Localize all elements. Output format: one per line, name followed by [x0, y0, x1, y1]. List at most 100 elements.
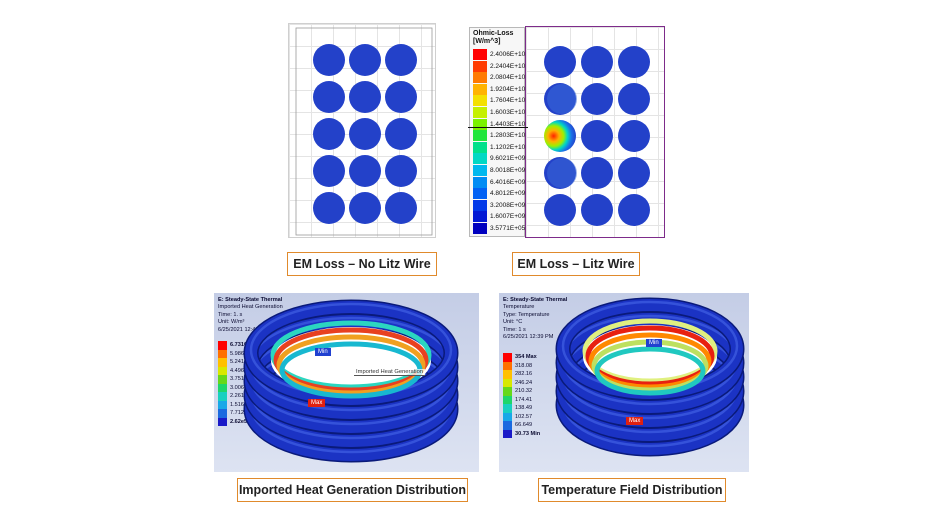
- conductor-circle: [618, 83, 650, 115]
- legend-entry: 7.7124e6: [218, 409, 266, 418]
- legend-entry: 66.649: [503, 421, 540, 430]
- conductor-circle: [581, 83, 613, 115]
- legend-value: 1.4403E+10: [490, 120, 526, 128]
- legend-entry: 318.08: [503, 361, 540, 370]
- legend-entry: 5.2415e7: [218, 358, 266, 367]
- legend-value: 2.0804E+10: [490, 74, 526, 82]
- legend-swatch: [503, 370, 512, 379]
- legend-swatch: [503, 412, 512, 421]
- conductor-circle: [349, 81, 381, 113]
- conductor-circle: [581, 157, 613, 189]
- temperature-caption: Temperature Field Distribution: [538, 478, 726, 502]
- temperature-header: E: Steady-State Thermal Temperature Type…: [503, 297, 567, 341]
- heat-gen-header: E: Steady-State Thermal Imported Heat Ge…: [218, 297, 283, 334]
- legend-swatch: [473, 130, 487, 142]
- temperature-coil: [555, 297, 745, 457]
- legend-entry: 3.5771E+05: [473, 223, 525, 234]
- inner-band: [594, 346, 706, 396]
- legend-value: 8.0018E+09: [490, 167, 526, 174]
- legend-entry: 2.4006E+10: [473, 49, 525, 60]
- conductor-circle: [349, 192, 381, 224]
- legend-swatch: [473, 141, 487, 153]
- legend-value: 2.62e5 Min: [230, 418, 259, 425]
- legend-value: 3.0064e7: [230, 384, 254, 391]
- legend-entry: 30.73 Min: [503, 429, 541, 438]
- em-no-litz-panel: [288, 23, 436, 238]
- legend-value: 1.6007E+09: [490, 213, 526, 221]
- inner-band: [588, 332, 712, 390]
- legend-value: 3.2008E+09: [490, 201, 526, 209]
- legend-value: 2.4006E+10: [490, 51, 526, 58]
- legend-entry: 8.0018E+09: [473, 165, 525, 176]
- conductor-circle: [385, 44, 417, 76]
- legend-swatch: [473, 49, 487, 60]
- legend-title-line2: [W/m^3]: [473, 38, 501, 45]
- conductor-circle: [618, 120, 650, 152]
- em-litz-plot-area: [525, 26, 665, 238]
- legend-value: 138.49: [515, 405, 533, 412]
- conductor-circle: [313, 44, 345, 76]
- conductor-circle: [313, 81, 345, 113]
- legend-value: 318.08: [515, 362, 533, 369]
- ohmic-loss-legend: Ohmic-Loss [W/m^3] 2.4006E+10 2.2404E+10 2…: [469, 27, 525, 237]
- legend-swatch: [218, 358, 227, 367]
- em-no-litz-caption: EM Loss – No Litz Wire: [287, 252, 437, 276]
- conductor-circle: [544, 194, 576, 226]
- legend-entry: 354 Max: [503, 353, 540, 362]
- legend-entry: 2.0804E+10: [473, 72, 526, 84]
- legend-value: 4.8012E+09: [490, 190, 526, 198]
- legend-entry: 3.2008E+09: [473, 199, 526, 211]
- legend-entry: 2.2613e7: [218, 392, 266, 401]
- em-no-litz-plot: [295, 27, 433, 236]
- legend-value: 282.16: [515, 371, 533, 378]
- warm-conductor-halo: [547, 158, 577, 188]
- legend-value: 5.2415e7: [230, 359, 254, 366]
- heat-gen-header-line4: Unit: W/m³: [218, 319, 245, 326]
- legend-swatch: [218, 341, 227, 350]
- legend-swatch: [473, 72, 487, 84]
- legend-swatch: [218, 392, 227, 401]
- heat-gen-overlay-label: Imported Heat Generation: [354, 369, 426, 376]
- temp-max-tag: Max: [626, 417, 644, 425]
- legend-swatch: [473, 83, 487, 95]
- legend-value: 7.7124e6: [230, 410, 254, 417]
- legend-value: 1.7604E+10: [490, 97, 526, 105]
- legend-swatch: [473, 188, 487, 200]
- heat-gen-legend: 6.7316e7 Max 5.9865e7 5.2415e7 4.4965e7 3.75…: [218, 341, 266, 426]
- legend-value: 1.6003E+10: [490, 109, 526, 116]
- legend-value: 174.41: [515, 396, 533, 403]
- legend-entry: 4.4965e7: [218, 366, 266, 375]
- legend-swatch: [473, 95, 487, 107]
- legend-value: 3.7514e7: [230, 376, 254, 383]
- legend-value: 246.24: [515, 379, 533, 386]
- legend-swatch: [473, 107, 487, 118]
- em-litz-panel: Ohmic-Loss [W/m^3] 2.4006E+10 2.2404E+10 2…: [466, 24, 666, 238]
- legend-entry: 2.62e5 Min: [218, 417, 266, 426]
- conductor-circle: [581, 194, 613, 226]
- legend-entry: 3.0064e7: [218, 383, 266, 392]
- legend-value: 6.4016E+09: [490, 178, 526, 186]
- legend-value: 102.57: [515, 413, 533, 420]
- legend-marker-line: [468, 127, 528, 128]
- temperature-legend: 354 Max 318.08 282.16 246.24 210.32 174.41 138…: [503, 353, 540, 438]
- warm-conductor-halo: [547, 84, 577, 114]
- temp-header-line5: Time: 1 s: [503, 326, 526, 333]
- inner-band: [585, 325, 715, 387]
- legend-entry: 5.9865e7: [218, 349, 266, 358]
- conductor-circle: [618, 157, 650, 189]
- legend-swatch: [218, 400, 227, 409]
- legend-value: 5.9865e7: [230, 350, 254, 357]
- legend-swatch: [473, 223, 487, 234]
- conductor-circle: [349, 44, 381, 76]
- temperature-panel: E: Steady-State Thermal Temperature Type…: [499, 293, 749, 472]
- legend-entry: 6.4016E+09: [473, 176, 526, 188]
- legend-swatch: [473, 165, 487, 176]
- legend-value: 30.73 Min: [515, 430, 541, 437]
- hotspot-conductor-circle: [544, 120, 576, 152]
- conductor-circle: [313, 118, 345, 150]
- legend-value: 66.649: [515, 422, 533, 429]
- legend-swatch: [503, 378, 512, 387]
- legend-swatch: [218, 417, 227, 426]
- temp-header-line2: Temperature: [503, 304, 535, 311]
- temp-header-line1: E: Steady-State Thermal: [503, 297, 568, 303]
